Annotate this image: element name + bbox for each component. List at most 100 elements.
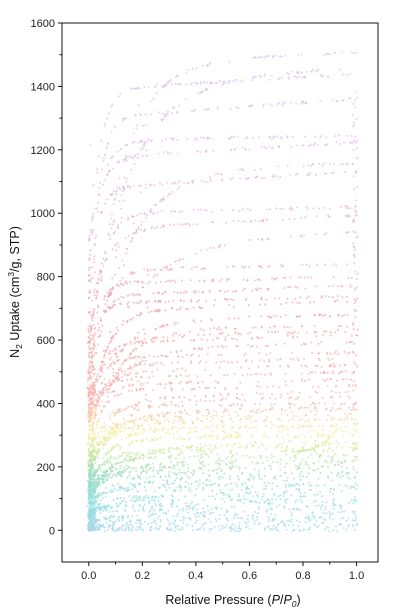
data-point: [136, 440, 139, 442]
data-point: [157, 429, 160, 432]
data-point: [188, 437, 191, 440]
data-point: [258, 75, 261, 77]
data-point: [127, 443, 130, 445]
data-point: [202, 414, 205, 417]
data-point: [221, 476, 224, 479]
data-point: [280, 413, 283, 416]
data-point: [107, 395, 110, 398]
data-point: [338, 142, 341, 145]
data-point: [318, 504, 320, 507]
data-point: [291, 483, 294, 486]
data-point: [242, 510, 245, 513]
data-point: [181, 420, 184, 423]
data-point: [220, 394, 223, 397]
data-point: [198, 299, 201, 302]
data-point: [192, 508, 194, 511]
data-point: [99, 436, 102, 439]
data-point: [270, 147, 273, 150]
data-point: [89, 377, 92, 380]
data-point: [277, 425, 280, 428]
data-point: [294, 285, 297, 288]
data-point: [114, 375, 117, 378]
data-point: [330, 172, 333, 175]
data-point: [202, 507, 205, 510]
data-point: [328, 446, 331, 449]
data-point: [263, 360, 266, 363]
data-point: [224, 388, 227, 391]
data-point: [272, 174, 275, 177]
data-point: [248, 266, 251, 268]
data-point: [143, 486, 146, 489]
data-point: [328, 430, 331, 433]
data-point: [167, 428, 170, 431]
data-point: [331, 284, 334, 287]
data-point: [344, 459, 347, 462]
data-point: [173, 490, 176, 493]
data-point: [112, 473, 115, 475]
data-point: [192, 471, 195, 474]
data-point: [156, 355, 159, 358]
data-point: [202, 267, 205, 270]
data-point: [136, 424, 139, 427]
data-point: [285, 326, 288, 329]
data-point: [191, 422, 194, 425]
data-point: [96, 373, 99, 376]
data-point: [262, 493, 265, 496]
data-point: [230, 337, 233, 340]
data-point: [145, 216, 147, 219]
data-point: [297, 72, 300, 75]
data-point: [235, 387, 238, 390]
data-point: [139, 499, 142, 502]
data-point: [351, 384, 354, 387]
data-point: [334, 365, 337, 368]
data-point: [336, 446, 339, 449]
data-point: [353, 500, 356, 503]
data-point: [202, 329, 205, 332]
data-point: [237, 478, 240, 481]
data-point: [224, 338, 227, 341]
data-point: [103, 481, 106, 483]
data-point: [235, 436, 238, 439]
data-point: [248, 527, 251, 530]
data-point: [328, 285, 330, 288]
data-point: [147, 399, 150, 402]
data-point: [351, 460, 354, 463]
data-point: [272, 524, 275, 527]
data-point: [258, 501, 261, 504]
data-point: [295, 488, 298, 490]
data-point: [199, 360, 202, 363]
data-point: [213, 173, 216, 176]
data-point: [256, 494, 259, 497]
data-point: [108, 223, 111, 226]
data-point: [228, 81, 230, 84]
data-point: [216, 108, 219, 110]
data-point: [308, 144, 311, 147]
data-point: [208, 63, 211, 66]
data-point: [88, 254, 91, 256]
data-point: [233, 431, 236, 434]
data-point: [271, 104, 273, 107]
data-point: [91, 299, 94, 302]
data-point: [144, 481, 147, 484]
data-point: [151, 364, 154, 367]
data-point: [180, 471, 183, 474]
data-point: [344, 331, 347, 333]
data-point: [341, 465, 344, 468]
data-point: [174, 181, 177, 184]
data-point: [307, 295, 310, 298]
data-point: [110, 449, 113, 452]
data-point: [257, 365, 260, 368]
data-point: [156, 291, 159, 294]
data-point: [141, 340, 144, 343]
data-point: [94, 242, 96, 245]
data-point: [128, 420, 131, 423]
data-point: [338, 484, 341, 486]
data-point: [180, 380, 183, 383]
data-point: [296, 415, 299, 418]
data-point: [205, 414, 208, 417]
data-point: [137, 476, 140, 479]
data-point: [346, 325, 349, 328]
data-point: [350, 499, 353, 502]
data-point: [299, 461, 302, 464]
data-point: [202, 486, 205, 489]
